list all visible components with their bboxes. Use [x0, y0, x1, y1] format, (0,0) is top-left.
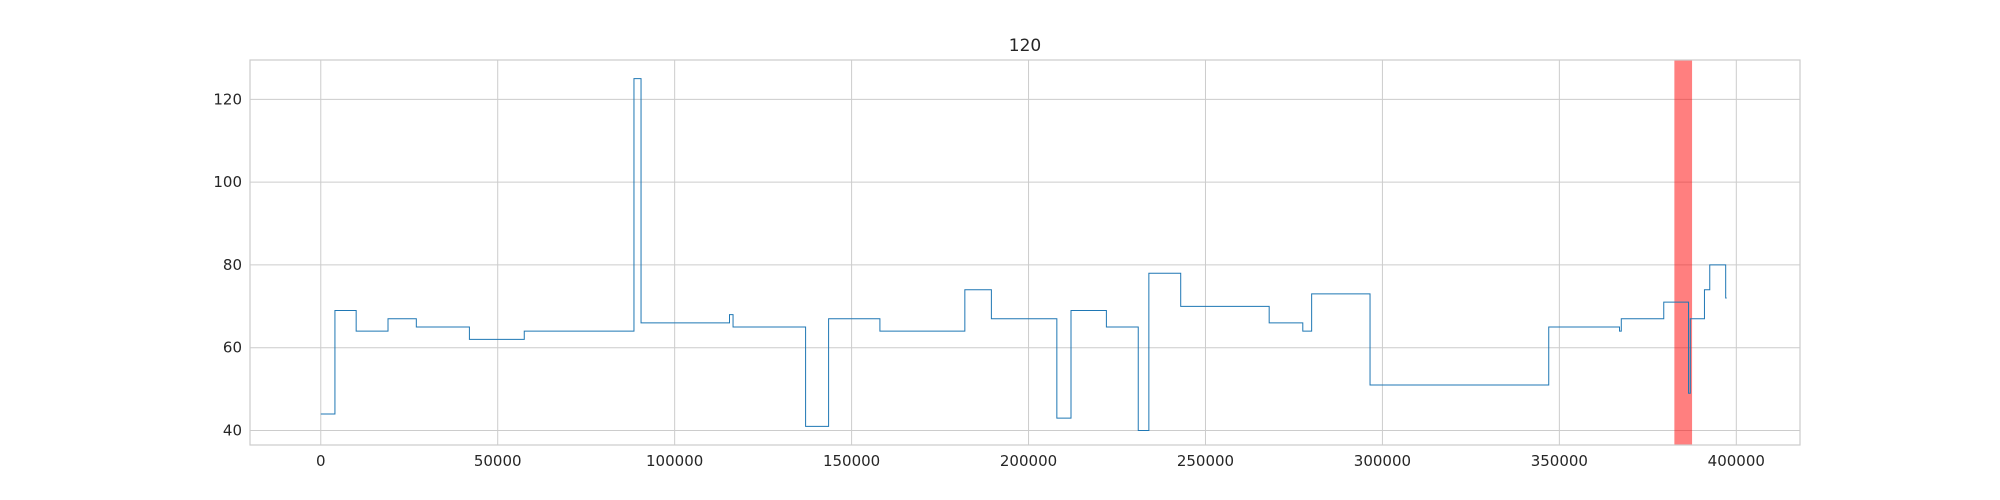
x-tick-label: 100000 — [646, 452, 703, 470]
x-tick-label: 300000 — [1354, 452, 1411, 470]
x-tick-label: 200000 — [1000, 452, 1057, 470]
series-layer — [320, 78, 1727, 432]
y-tick-label: 40 — [223, 422, 242, 440]
x-tick-label: 50000 — [474, 452, 522, 470]
x-axis-ticks: 0 50000 100000 150000 200000 250000 300000 3500… — [316, 452, 1765, 470]
y-tick-label: 100 — [213, 173, 242, 191]
series-line — [320, 78, 1727, 432]
x-tick-label: 350000 — [1531, 452, 1588, 470]
highlight-span-layer — [1674, 60, 1693, 445]
x-tick-label: 0 — [316, 452, 326, 470]
x-tick-label: 400000 — [1708, 452, 1765, 470]
plot-frame — [249, 59, 1801, 446]
chart-title: 120 — [1009, 36, 1041, 56]
y-tick-label: 60 — [223, 339, 242, 357]
y-tick-label: 80 — [223, 256, 242, 274]
x-tick-label: 250000 — [1177, 452, 1234, 470]
grid — [250, 60, 1800, 445]
x-tick-label: 150000 — [823, 452, 880, 470]
y-axis-ticks: 40 60 80 100 120 — [213, 90, 242, 439]
y-tick-label: 120 — [213, 90, 242, 108]
highlight-span — [1674, 60, 1693, 445]
